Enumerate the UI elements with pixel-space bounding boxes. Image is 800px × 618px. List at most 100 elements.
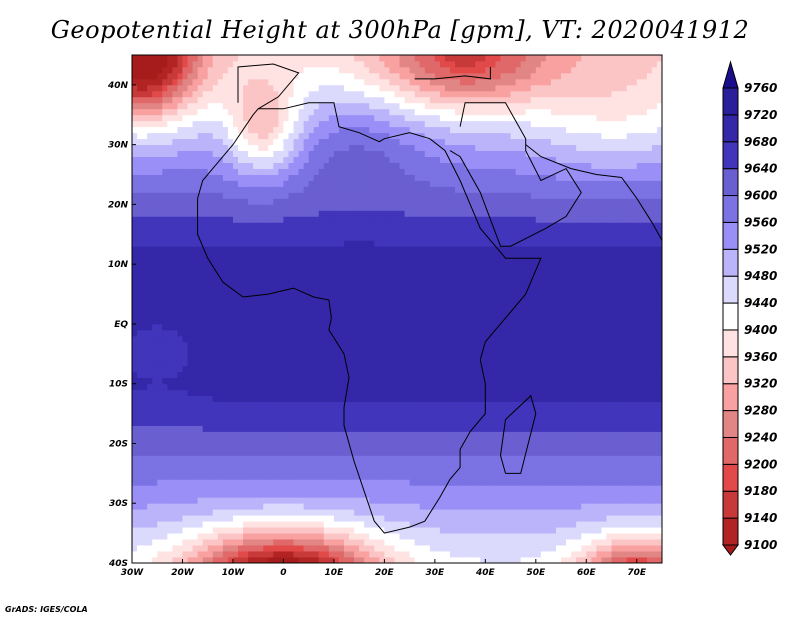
contour-cell	[253, 258, 259, 265]
contour-cell	[238, 371, 244, 379]
contour-cell	[404, 479, 411, 486]
contour-cell	[328, 174, 335, 181]
contour-cell	[137, 311, 143, 319]
contour-cell	[157, 108, 163, 116]
contour-cell	[424, 467, 431, 474]
contour-cell	[288, 419, 294, 426]
contour-cell	[369, 479, 375, 486]
contour-cell	[369, 341, 375, 349]
contour-cell	[253, 419, 259, 426]
contour-cell	[359, 186, 365, 193]
contour-cell	[298, 162, 305, 169]
contour-cell	[333, 90, 340, 98]
contour-cell	[132, 120, 138, 128]
contour-cell	[364, 234, 370, 241]
contour-cell	[222, 449, 229, 456]
contour-cell	[349, 359, 355, 367]
contour-cell	[303, 491, 310, 498]
contour-cell	[364, 515, 370, 522]
contour-cell	[202, 515, 209, 522]
contour-cell	[298, 126, 305, 134]
contour-cell	[232, 371, 239, 379]
contour-cell	[293, 156, 299, 163]
contour-cell	[263, 461, 269, 468]
contour-cell	[278, 491, 284, 498]
contour-cell	[313, 138, 320, 146]
contour-cell	[308, 60, 315, 68]
contour-cell	[222, 461, 229, 468]
contour-cell	[253, 162, 259, 169]
contour-cell	[404, 437, 411, 444]
contour-cell	[379, 359, 385, 367]
contour-cell	[349, 557, 355, 564]
contour-cell	[157, 192, 163, 199]
contour-cell	[288, 401, 294, 409]
contour-cell	[217, 395, 224, 403]
contour-cell	[162, 491, 168, 498]
contour-cell	[404, 84, 411, 92]
contour-cell	[399, 455, 405, 462]
contour-cell	[157, 473, 163, 480]
contour-cell	[253, 485, 259, 492]
contour-cell	[157, 72, 163, 80]
contour-cell	[338, 180, 345, 187]
contour-cell	[157, 156, 163, 163]
contour-cell	[197, 222, 204, 229]
contour-cell	[374, 306, 380, 313]
contour-cell	[202, 383, 209, 391]
contour-cell	[298, 371, 305, 379]
contour-cell	[273, 222, 279, 229]
contour-cell	[359, 497, 365, 504]
contour-cell	[328, 383, 335, 391]
contour-cell	[187, 306, 193, 313]
contour-cell	[238, 252, 244, 259]
contour-cell	[293, 150, 299, 157]
contour-cell	[152, 264, 158, 271]
contour-cell	[308, 270, 315, 277]
contour-cell	[278, 264, 284, 271]
contour-cell	[359, 138, 365, 146]
contour-cell	[399, 437, 405, 444]
contour-cell	[313, 371, 320, 379]
contour-cell	[419, 240, 426, 247]
contour-cell	[253, 180, 259, 187]
contour-cell	[308, 461, 315, 468]
contour-cell	[384, 144, 390, 152]
contour-cell	[374, 455, 380, 462]
contour-cell	[263, 455, 269, 462]
contour-cell	[349, 527, 355, 534]
contour-cell	[344, 479, 350, 486]
contour-cell	[374, 365, 380, 373]
contour-cell	[369, 192, 375, 199]
contour-cell	[354, 216, 360, 223]
contour-cell	[394, 210, 400, 217]
contour-cell	[323, 276, 330, 283]
contour-cell	[389, 533, 395, 540]
contour-cell	[157, 240, 163, 247]
contour-cell	[333, 186, 340, 193]
contour-cell	[354, 461, 360, 468]
contour-cell	[344, 437, 350, 444]
contour-cell	[369, 377, 375, 385]
contour-cell	[182, 419, 188, 426]
contour-cell	[354, 473, 360, 480]
contour-cell	[384, 353, 390, 361]
contour-cell	[328, 449, 335, 456]
contour-cell	[424, 323, 431, 331]
contour-cell	[157, 539, 163, 546]
contour-cell	[374, 132, 380, 140]
contour-cell	[253, 383, 259, 391]
contour-cell	[248, 431, 254, 438]
contour-cell	[338, 156, 345, 163]
contour-cell	[278, 455, 284, 462]
contour-cell	[217, 306, 224, 313]
contour-cell	[147, 539, 153, 546]
contour-cell	[278, 72, 284, 80]
contour-cell	[268, 186, 274, 193]
contour-cell	[409, 545, 416, 552]
contour-cell	[162, 294, 168, 301]
contour-cell	[349, 473, 355, 480]
contour-cell	[162, 509, 168, 516]
contour-cell	[258, 455, 264, 462]
contour-cell	[399, 120, 405, 128]
